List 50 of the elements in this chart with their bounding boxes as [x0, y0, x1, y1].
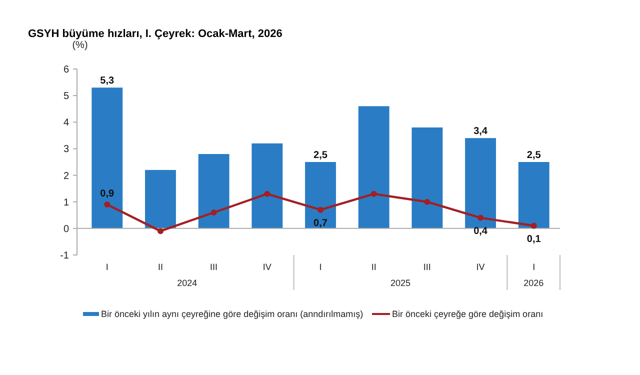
- text: 2024: [177, 278, 198, 288]
- data-label: 2,5: [314, 150, 328, 161]
- chart-title: GSYH büyüme hızları, I. Çeyrek: Ocak-Mart, 2026: [28, 28, 282, 40]
- x-tick-label: I: [319, 262, 322, 272]
- x-tick-label: IV: [476, 262, 485, 272]
- y-tick-label: 0: [63, 224, 70, 235]
- data-label: 5,3: [100, 76, 115, 87]
- data-label: 3,4: [474, 126, 488, 138]
- data-label: 0,4: [474, 226, 488, 237]
- x-tick-label: I: [532, 262, 536, 272]
- point: [157, 228, 164, 234]
- bar: [358, 106, 390, 228]
- bar: [518, 162, 550, 228]
- y-tick-label: 3: [63, 144, 70, 156]
- point: [478, 214, 484, 221]
- text: 2026: [524, 278, 544, 288]
- y-axis-title: (%): [72, 40, 88, 51]
- x-tick-label: III: [210, 262, 218, 272]
- point: [318, 206, 324, 213]
- x-tick-label: II: [371, 262, 376, 272]
- bar: [465, 138, 496, 228]
- bar: [412, 127, 443, 228]
- point: [264, 190, 270, 197]
- x-tick-label: II: [158, 262, 163, 272]
- legend-label: Bir önceki çeyreğe göre değişim oranı: [392, 309, 544, 319]
- y-tick-label: 2: [63, 170, 70, 182]
- bar: [145, 170, 176, 228]
- bar: [198, 154, 230, 228]
- y-tick-label: 1: [63, 197, 70, 208]
- x-tick-label: I: [106, 262, 108, 272]
- data-label: 2,5: [526, 150, 542, 161]
- x-tick-label: III: [423, 262, 431, 272]
- point: [530, 222, 537, 229]
- point: [370, 190, 377, 197]
- point: [104, 202, 110, 208]
- bar: [252, 143, 283, 228]
- data-label: 0,7: [314, 218, 328, 229]
- x-tick-label: IV: [262, 262, 272, 272]
- point: [210, 209, 217, 216]
- text: 2025: [390, 278, 411, 288]
- bar: [92, 88, 123, 228]
- data-label: 0,9: [100, 188, 115, 200]
- y-tick-label: 4: [63, 118, 70, 129]
- legend-label: Bir önceki yılın aynı çeyreğine göre değişim oranı (anndırılmamış): [101, 309, 364, 319]
- point: [424, 198, 430, 205]
- y-tick-label: 6: [63, 64, 70, 76]
- y-tick-label: 5: [63, 91, 70, 102]
- bar: [305, 162, 336, 228]
- data-label: 0,1: [526, 234, 542, 245]
- y-tick-label: -1: [60, 250, 70, 262]
